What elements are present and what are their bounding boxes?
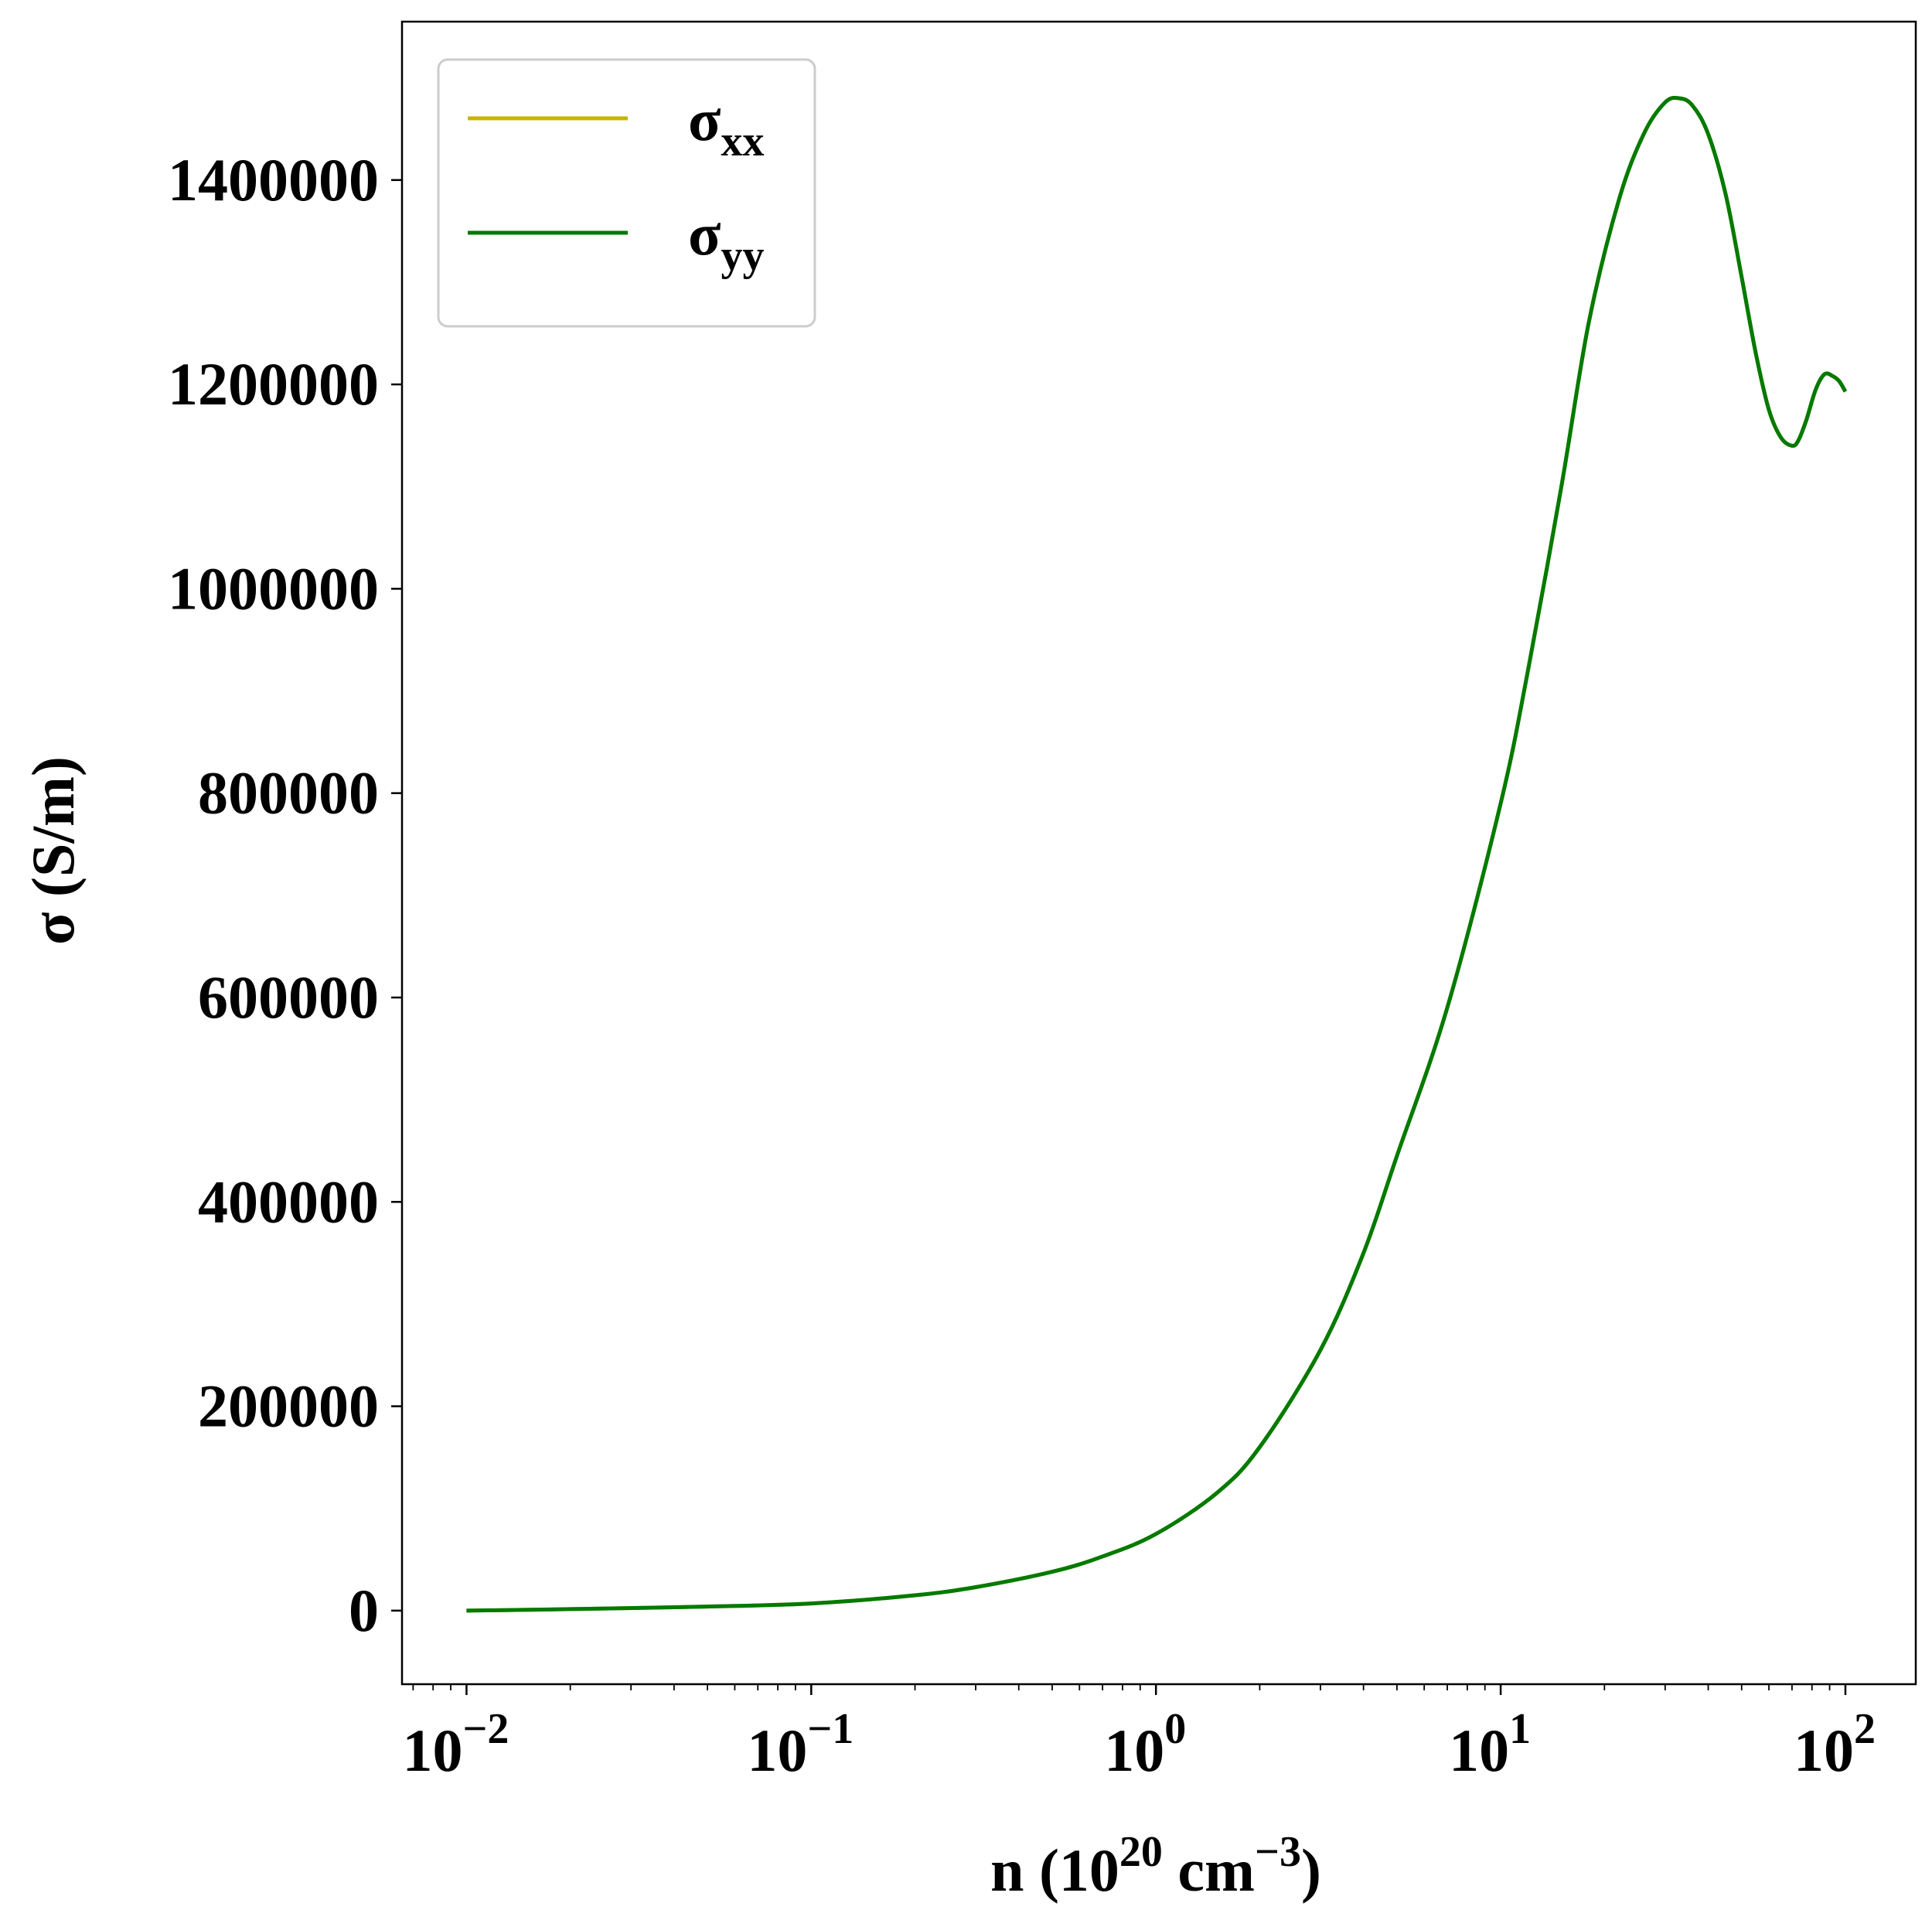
x-tick-label-exp: −1 (807, 1705, 854, 1753)
x-tick-label-exp: −2 (462, 1705, 509, 1753)
x-axis-ticks: 10−2 10−1 100 101 102 (402, 1684, 1876, 1784)
x-tick-label-base: 10 (402, 1717, 462, 1784)
x-tick-label-base: 10 (1449, 1717, 1509, 1784)
legend-label-base: σ (688, 200, 721, 268)
y-tick-label: 0 (349, 1577, 379, 1644)
x-tick-label-base: 10 (1104, 1717, 1164, 1784)
legend-label-sub: xx (721, 118, 764, 165)
legend-label-xx: σxx (688, 86, 764, 165)
x-tick-label: 102 (1794, 1705, 1876, 1784)
legend-label-sub: yy (721, 232, 764, 280)
x-axis-label-main: n (10 (990, 1837, 1119, 1904)
plot-frame (400, 20, 1917, 1686)
y-tick-label: 1200000 (168, 350, 379, 418)
x-tick-label: 10−1 (747, 1705, 854, 1784)
series-line-yy (466, 95, 1848, 1613)
x-tick-label: 101 (1449, 1705, 1531, 1784)
legend-label-base: σ (688, 86, 721, 153)
y-tick-label: 1400000 (168, 146, 379, 213)
x-axis-label-exp1: 20 (1119, 1828, 1163, 1876)
y-tick-label: 200000 (198, 1373, 379, 1440)
legend-box (437, 58, 816, 328)
x-tick-label-base: 10 (1794, 1717, 1854, 1784)
x-axis-label-exp2: −3 (1255, 1828, 1301, 1876)
y-axis-ticks: 0 200000 400000 600000 800000 1000000 1200000 1… (168, 146, 402, 1644)
x-tick-label-base: 10 (747, 1717, 807, 1784)
x-tick-label: 100 (1104, 1705, 1186, 1784)
x-axis-label-end: ) (1301, 1837, 1321, 1904)
y-axis-label: σ (S/m) (19, 756, 87, 945)
series-lines (466, 95, 1848, 1613)
y-tick-label: 400000 (198, 1168, 379, 1235)
y-tick-label: 800000 (198, 759, 379, 827)
x-tick-label-exp: 2 (1854, 1705, 1876, 1753)
x-axis-label: n (1020 cm−3) (990, 1828, 1321, 1904)
x-tick-label-exp: 1 (1509, 1705, 1531, 1753)
x-tick-label: 10−2 (402, 1705, 509, 1784)
legend-label-yy: σyy (688, 200, 764, 280)
y-tick-label: 1000000 (168, 554, 379, 622)
y-tick-label: 600000 (198, 964, 379, 1031)
x-axis-label-mid: cm (1163, 1837, 1255, 1904)
axes (400, 20, 1917, 1686)
x-tick-label-exp: 0 (1164, 1705, 1186, 1753)
